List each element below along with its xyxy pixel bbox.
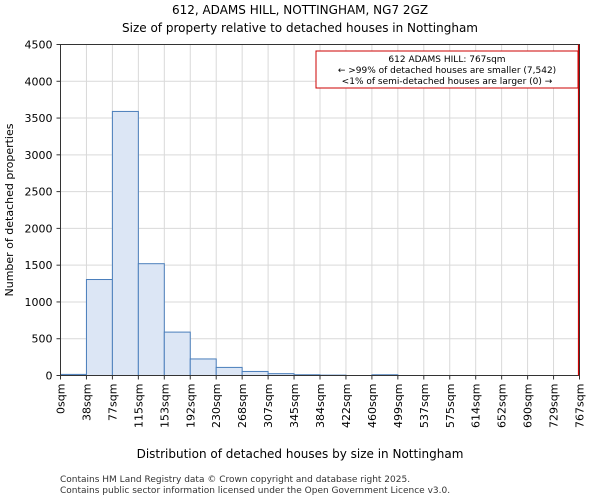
annotation-line-2: ← >99% of detached houses are smaller (7… xyxy=(338,66,556,76)
x-tick-label-384sqm: 384sqm xyxy=(314,384,327,428)
annotation-box: 612 ADAMS HILL: 767sqm ← >99% of detache… xyxy=(316,51,578,88)
x-tick-label-460sqm: 460sqm xyxy=(366,384,379,428)
y-tick-label-500: 500 xyxy=(32,333,53,346)
y-tick-label-1500: 1500 xyxy=(25,259,53,272)
bar-153sqm xyxy=(164,332,190,375)
x-tick-label-652sqm: 652sqm xyxy=(496,384,509,428)
annotation-line-1: 612 ADAMS HILL: 767sqm xyxy=(388,55,505,65)
footer-line-2: Contains public sector information licen… xyxy=(60,486,450,496)
y-axis-label: Number of detached properties xyxy=(3,123,16,296)
x-axis-label: Distribution of detached houses by size … xyxy=(137,447,464,461)
y-tick-label-4000: 4000 xyxy=(25,75,53,88)
x-tick-label-767sqm: 767sqm xyxy=(574,384,587,428)
x-tick-label-77sqm: 77sqm xyxy=(106,384,119,421)
y-tick-label-2500: 2500 xyxy=(25,186,53,199)
y-tick-label-4500: 4500 xyxy=(25,39,53,52)
annotation-line-3: <1% of semi-detached houses are larger (… xyxy=(342,77,553,87)
x-tick-label-38sqm: 38sqm xyxy=(80,384,93,421)
x-axis-ticks: 0sqm 38sqm 77sqm 115sqm 153sqm 192sqm 230sqm 26… xyxy=(55,376,587,428)
x-tick-label-153sqm: 153sqm xyxy=(158,384,171,428)
x-tick-label-268sqm: 268sqm xyxy=(236,384,249,428)
chart-title: 612, ADAMS HILL, NOTTINGHAM, NG7 2GZ xyxy=(172,3,428,17)
x-tick-label-422sqm: 422sqm xyxy=(340,384,353,428)
x-tick-label-345sqm: 345sqm xyxy=(288,384,301,428)
y-tick-label-3000: 3000 xyxy=(25,149,53,162)
y-tick-label-2000: 2000 xyxy=(25,222,53,235)
x-tick-label-690sqm: 690sqm xyxy=(522,384,535,428)
y-tick-label-0: 0 xyxy=(46,370,53,383)
bar-192sqm xyxy=(190,359,216,376)
x-tick-label-499sqm: 499sqm xyxy=(392,384,405,428)
x-tick-label-537sqm: 537sqm xyxy=(418,384,431,428)
bar-77sqm xyxy=(112,111,138,375)
x-tick-label-0sqm: 0sqm xyxy=(55,384,68,414)
bar-115sqm xyxy=(138,264,164,376)
x-tick-label-614sqm: 614sqm xyxy=(470,384,483,428)
bar-230sqm xyxy=(216,367,242,375)
x-tick-label-192sqm: 192sqm xyxy=(184,384,197,428)
bar-38sqm xyxy=(86,280,112,376)
x-tick-label-115sqm: 115sqm xyxy=(132,384,145,428)
y-axis-ticks: 0 500 1000 1500 2000 2500 3000 3500 4000 4500 xyxy=(25,39,61,383)
x-tick-label-230sqm: 230sqm xyxy=(210,384,223,428)
footer-line-1: Contains HM Land Registry data © Crown c… xyxy=(60,475,410,485)
bar-268sqm xyxy=(242,371,268,375)
chart-subtitle: Size of property relative to detached ho… xyxy=(122,21,478,35)
x-tick-label-307sqm: 307sqm xyxy=(262,384,275,428)
y-tick-label-1000: 1000 xyxy=(25,296,53,309)
x-tick-label-729sqm: 729sqm xyxy=(548,384,561,428)
bars xyxy=(61,111,398,375)
y-tick-label-3500: 3500 xyxy=(25,112,53,125)
x-tick-label-575sqm: 575sqm xyxy=(444,384,457,428)
